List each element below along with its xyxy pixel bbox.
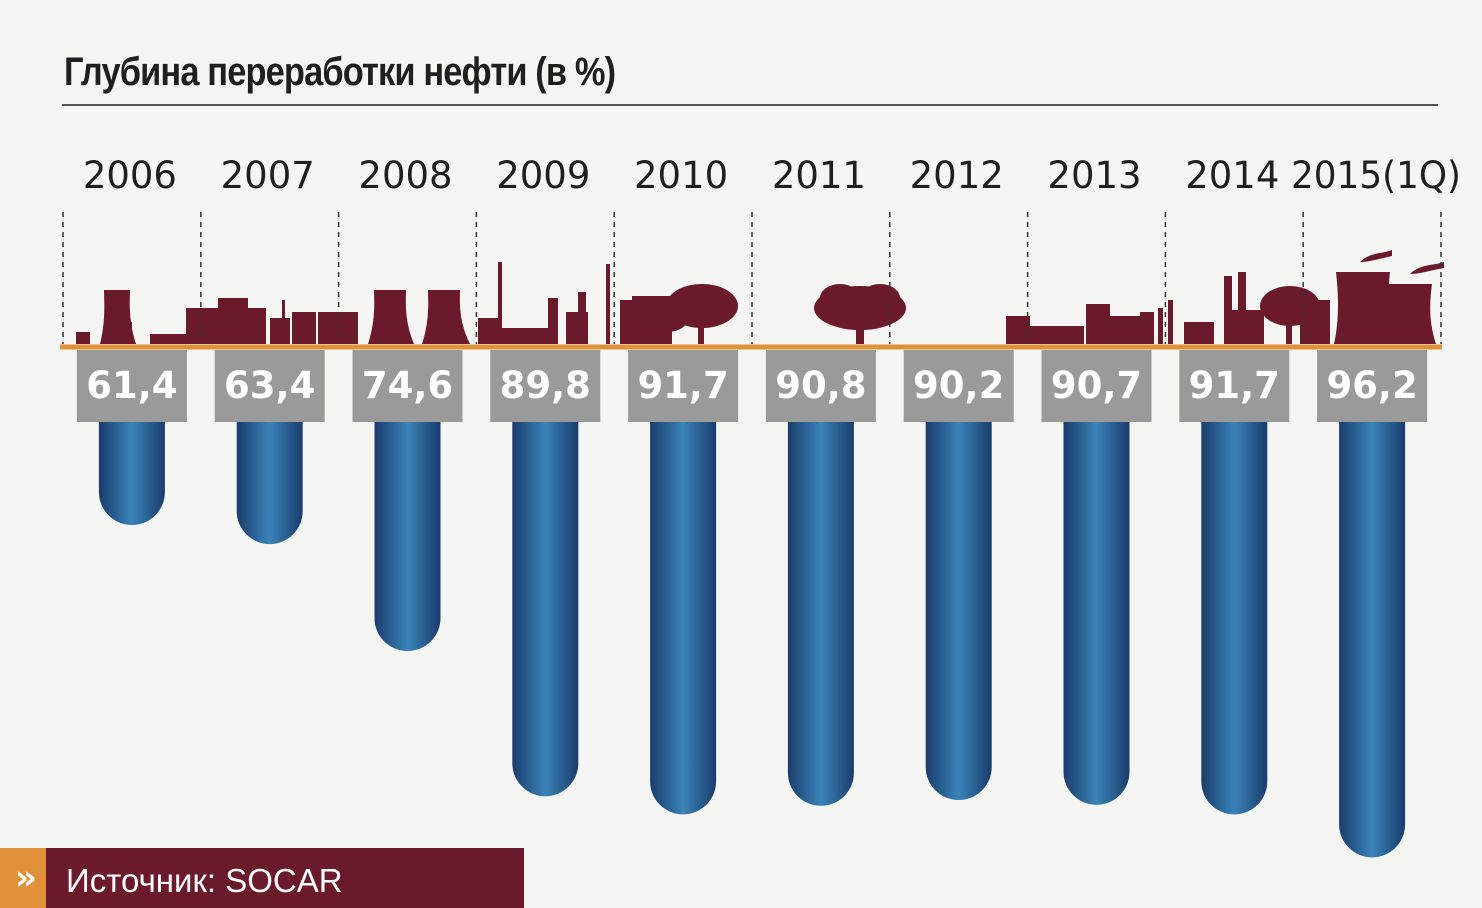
year-label: 2012: [910, 154, 1004, 197]
value-label-box: [765, 350, 876, 422]
value-label-box: [1179, 350, 1290, 422]
value-label: 96,2: [1326, 364, 1417, 407]
value-label: 89,8: [500, 364, 591, 407]
double-chevron-icon: »: [0, 848, 46, 908]
year-label: 2015(1Q): [1291, 154, 1461, 197]
year-label: 2008: [358, 154, 452, 197]
value-tube: [236, 420, 303, 545]
value-label: 63,4: [224, 364, 315, 407]
year-label: 2009: [496, 154, 590, 197]
value-label-box: [903, 350, 1014, 422]
value-label: 91,7: [637, 364, 728, 407]
year-separators: [62, 212, 1442, 344]
value-label: 61,4: [86, 364, 177, 407]
value-label-box: [1041, 350, 1152, 422]
value-label: 74,6: [362, 364, 453, 407]
source-label: Источник: SOCAR: [46, 848, 524, 908]
source-banner: » Источник: SOCAR: [0, 848, 524, 908]
value-tubes: [98, 420, 1406, 858]
value-tube: [925, 420, 992, 801]
value-tube: [374, 420, 441, 652]
value-label: 90,7: [1051, 364, 1142, 407]
year-label: 2011: [772, 154, 866, 197]
year-label: 2006: [83, 154, 177, 197]
year-label: 2014: [1185, 154, 1279, 197]
value-labels: 61,4 63,4 74,6 89,8 91,7 90,8 90,2 90,7 91,7 96,2: [76, 350, 1428, 422]
value-tube: [1339, 420, 1406, 858]
value-tube: [98, 420, 165, 525]
year-labels: 2006 2007 2008 2009 2010 2011 2012 2013 2014 2015…: [83, 154, 1461, 197]
value-label: 90,8: [775, 364, 866, 407]
value-label-box: [490, 350, 601, 422]
year-label: 2010: [634, 154, 728, 197]
value-tube: [1063, 420, 1130, 805]
value-label-box: [1317, 350, 1428, 422]
title-divider: [62, 104, 1438, 106]
year-label: 2007: [221, 154, 315, 197]
value-tube: [787, 420, 854, 806]
year-label: 2013: [1047, 154, 1141, 197]
value-label: 90,2: [913, 364, 1004, 407]
industrial-skyline-icon: [76, 250, 1444, 344]
value-label-box: [352, 350, 463, 422]
value-label-box: [76, 350, 187, 422]
value-tube: [650, 420, 717, 815]
value-label-box: [628, 350, 739, 422]
chart-title: Глубина переработки нефти (в %): [64, 50, 616, 94]
value-tube: [1201, 420, 1268, 815]
value-label-box: [214, 350, 325, 422]
value-label: 91,7: [1189, 364, 1280, 407]
value-tube: [512, 420, 579, 797]
